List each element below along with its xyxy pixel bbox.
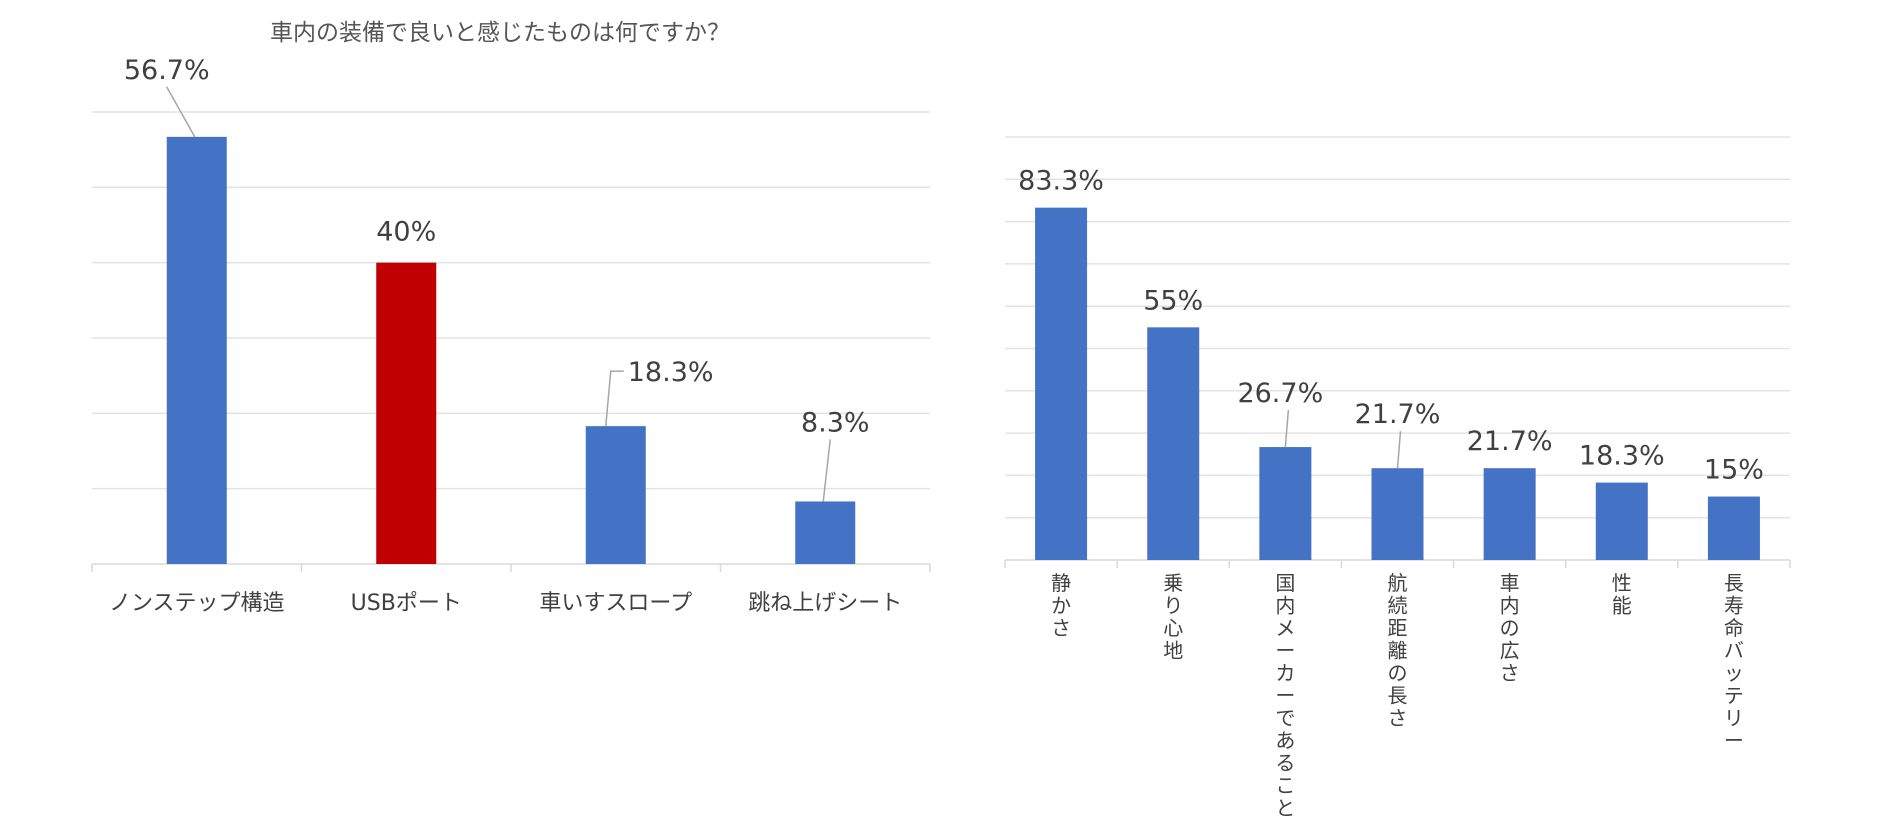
- chart-impressions: 83.3% 静かさ 55% 乗り心地 26.7% 国内メーカーであること 21.7% 航続距離…: [1004, 136, 1791, 820]
- category-label: 性能: [1612, 571, 1632, 618]
- category-label: USBポート: [351, 591, 462, 616]
- data-label: 83.3%: [1018, 166, 1104, 197]
- bar: [1147, 327, 1200, 560]
- bar: [795, 501, 856, 564]
- bar: [585, 426, 646, 564]
- category-label: 航続距離の長さ: [1388, 571, 1408, 730]
- data-label: 26.7%: [1237, 378, 1323, 409]
- data-label: 55%: [1143, 285, 1203, 316]
- data-label: 18.3%: [628, 357, 714, 388]
- data-label: 21.7%: [1467, 426, 1553, 457]
- bar: [1259, 447, 1312, 560]
- category-label: ノンステップ構造: [109, 591, 285, 616]
- data-label: 56.7%: [124, 55, 210, 86]
- leader-line: [166, 86, 196, 138]
- leader-line: [605, 370, 624, 427]
- bar: [1035, 207, 1088, 561]
- bar: [1707, 496, 1760, 560]
- category-label: 静かさ: [1051, 571, 1071, 640]
- leader-line: [1284, 409, 1290, 448]
- category-label: 跳ね上げシート: [748, 591, 902, 616]
- data-label: 15%: [1704, 455, 1764, 486]
- bar: [1371, 468, 1424, 560]
- leader-line: [822, 439, 831, 502]
- leader-line: [1396, 431, 1402, 469]
- bar: [1483, 468, 1536, 560]
- bar: [1595, 482, 1648, 560]
- bar: [376, 262, 437, 564]
- data-label: 8.3%: [801, 407, 870, 438]
- chart-equipment: 56.7% ノンステップ構造 40% USBポート 18.3% 車いすスロープ 8.3% 跳ね…: [91, 55, 931, 616]
- category-label: 車いすスロープ: [539, 591, 692, 616]
- category-label: 車内の広さ: [1500, 571, 1520, 685]
- data-label: 40%: [376, 217, 436, 248]
- category-label: 長寿命バッテリー: [1724, 571, 1744, 753]
- data-label: 21.7%: [1355, 399, 1441, 430]
- chart-title: 車内の装備で良いと感じたものは何ですか？: [270, 20, 730, 46]
- bar: [166, 136, 227, 565]
- category-label: 国内メーカーであること: [1275, 571, 1295, 820]
- category-label: 乗り心地: [1163, 571, 1183, 663]
- data-label: 18.3%: [1579, 441, 1665, 472]
